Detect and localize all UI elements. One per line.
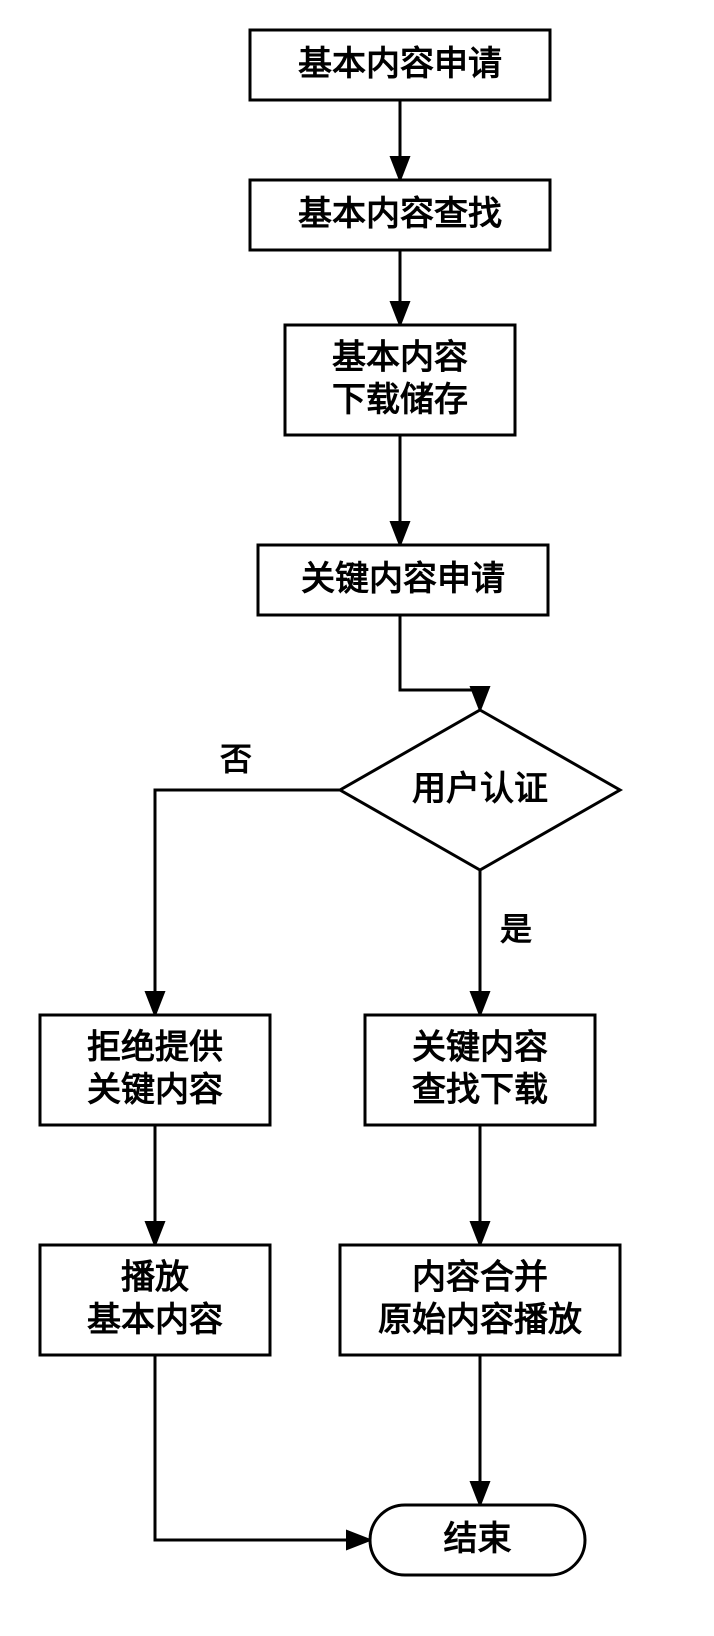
edge-n4-n5 [400, 615, 480, 710]
node-n4: 关键内容申请 [258, 545, 548, 615]
node-n6: 拒绝提供关键内容 [40, 1015, 270, 1125]
node-n9-label-0: 内容合并 [412, 1259, 548, 1297]
node-n8-label-0: 播放 [121, 1259, 189, 1297]
edge-label-n5-n7: 是 [500, 911, 532, 947]
node-n1: 基本内容申请 [250, 30, 550, 100]
node-n2-label-0: 基本内容查找 [298, 195, 502, 233]
node-n10-label-0: 结束 [444, 1520, 512, 1558]
node-n1-label-0: 基本内容申请 [298, 45, 502, 83]
node-n3-label-1: 下载储存 [332, 381, 468, 419]
node-n4-label-0: 关键内容申请 [301, 560, 505, 598]
node-n8: 播放基本内容 [40, 1245, 270, 1355]
nodes-group: 基本内容申请基本内容查找基本内容下载储存关键内容申请用户认证拒绝提供关键内容关键… [40, 30, 620, 1575]
node-n7-label-1: 查找下载 [412, 1071, 548, 1109]
edge-label-n5-n6: 否 [220, 741, 252, 777]
edge-n8-n10 [155, 1355, 370, 1540]
node-n7-label-0: 关键内容 [412, 1029, 548, 1067]
node-n9-label-1: 原始内容播放 [378, 1301, 582, 1339]
node-n10: 结束 [370, 1505, 585, 1575]
node-n3: 基本内容下载储存 [285, 325, 515, 435]
node-n5: 用户认证 [340, 710, 620, 870]
node-n6-label-1: 关键内容 [87, 1071, 223, 1109]
node-n6-label-0: 拒绝提供 [87, 1028, 223, 1067]
node-n9: 内容合并原始内容播放 [340, 1245, 620, 1355]
node-n7: 关键内容查找下载 [365, 1015, 595, 1125]
node-n3-label-0: 基本内容 [332, 339, 468, 377]
edge-n5-n6 [155, 790, 340, 1015]
node-n2: 基本内容查找 [250, 180, 550, 250]
node-n8-label-1: 基本内容 [87, 1301, 223, 1339]
flowchart-diagram: 是否基本内容申请基本内容查找基本内容下载储存关键内容申请用户认证拒绝提供关键内容… [0, 0, 714, 1636]
node-n5-label-0: 用户认证 [412, 770, 548, 808]
